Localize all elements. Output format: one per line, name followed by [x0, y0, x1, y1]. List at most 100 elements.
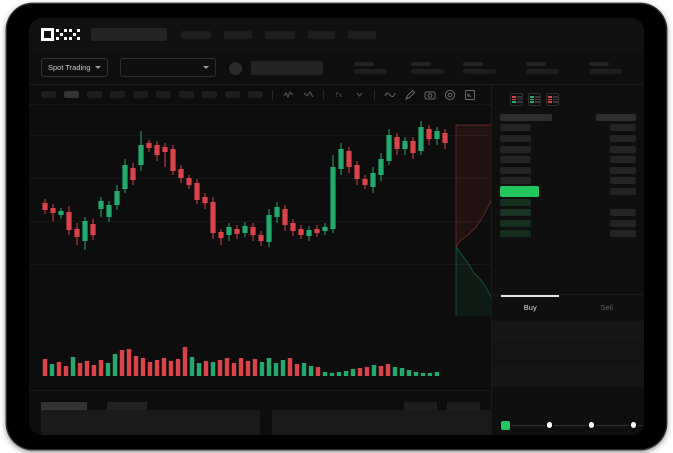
- logo-letter-x: [69, 29, 80, 40]
- orderbook-header-row: [500, 112, 636, 123]
- buy-sell-tab-bar: Buy Sell: [492, 294, 644, 320]
- nav-link-3[interactable]: [265, 30, 295, 39]
- tablet-device-frame: Spot Trading: [7, 4, 666, 449]
- nav-link-1[interactable]: [181, 30, 211, 39]
- ticker-stat: [354, 62, 387, 74]
- timeframe-button[interactable]: [179, 91, 194, 98]
- orderbook-ask-row[interactable]: [500, 133, 636, 144]
- stepper-step[interactable]: [546, 422, 552, 428]
- buy-tab-underline: [501, 295, 559, 297]
- toolbar-divider: [272, 89, 273, 100]
- ticker-stat: [411, 62, 444, 74]
- sell-tab-label: Sell: [600, 303, 613, 312]
- stepper-track: [506, 424, 644, 426]
- orderbook-current-price-row[interactable]: [500, 185, 636, 197]
- logo-letter-o: [41, 28, 54, 41]
- candlestick-chart[interactable]: [29, 105, 491, 316]
- camera-icon[interactable]: [424, 89, 436, 101]
- orderbook-layout-toggles: [492, 85, 644, 112]
- pencil-icon[interactable]: [404, 89, 416, 101]
- global-search-input[interactable]: [91, 28, 167, 41]
- stepper-step[interactable]: [588, 422, 594, 428]
- ticker-stats: [354, 62, 444, 74]
- ticker-stat: [589, 62, 622, 74]
- timeframe-button[interactable]: [202, 91, 217, 98]
- orderbook-bid-row[interactable]: [500, 218, 636, 229]
- timeframe-button[interactable]: [225, 91, 240, 98]
- timeframe-button[interactable]: [110, 91, 125, 98]
- orderbook-bid-row[interactable]: [500, 197, 636, 208]
- nav-links: [181, 30, 376, 39]
- timeframe-button[interactable]: [41, 91, 56, 98]
- orderbook-both-icon[interactable]: [510, 93, 523, 106]
- nav-link-2[interactable]: [224, 30, 252, 39]
- svg-text:fx: fx: [335, 92, 343, 99]
- orders-tab-active[interactable]: [41, 402, 87, 411]
- toolbar-divider: [323, 89, 324, 100]
- orderbook-bid-row[interactable]: [500, 229, 636, 240]
- sub-navigation-bar: Spot Trading: [29, 51, 644, 85]
- area-chart-icon[interactable]: [302, 89, 314, 101]
- pair-name-placeholder: [251, 61, 323, 75]
- orderbook-bid-row[interactable]: [500, 207, 636, 218]
- orderbook-bids-icon[interactable]: [528, 93, 541, 106]
- settings-icon[interactable]: [444, 89, 456, 101]
- order-form-field[interactable]: [492, 321, 644, 343]
- trading-pair-select[interactable]: [119, 58, 216, 77]
- market-depth-overlay: [455, 124, 491, 316]
- stepper-step[interactable]: [630, 422, 636, 428]
- candlestick-series: [42, 121, 448, 250]
- orderbook-asks-icon[interactable]: [546, 93, 559, 106]
- app-screen: Spot Trading: [29, 18, 644, 435]
- orders-tab[interactable]: [107, 402, 148, 411]
- tab-sell[interactable]: Sell: [569, 295, 645, 320]
- tab-buy[interactable]: Buy: [492, 295, 569, 320]
- orderbook-ask-row[interactable]: [500, 176, 636, 187]
- stepper-step-active[interactable]: [501, 420, 510, 430]
- chevron-down-icon[interactable]: [353, 89, 365, 101]
- chart-gridline: [29, 221, 491, 222]
- nav-link-5[interactable]: [348, 30, 376, 39]
- trading-mode-select[interactable]: Spot Trading: [41, 58, 108, 77]
- order-form: [492, 321, 644, 387]
- chevron-down-icon: [94, 66, 101, 69]
- volume-histogram: [42, 347, 440, 376]
- line-chart-icon[interactable]: [282, 89, 294, 101]
- trading-mode-label: Spot Trading: [48, 63, 91, 72]
- bottom-panel[interactable]: [272, 410, 491, 435]
- orders-action-button[interactable]: [447, 402, 480, 411]
- market-ticker: [229, 51, 444, 85]
- orderbook-ask-row[interactable]: [500, 144, 636, 155]
- amount-slider-stepper[interactable]: [492, 415, 644, 435]
- orderbook-ask-row[interactable]: [500, 123, 636, 134]
- orderbook-ask-row[interactable]: [500, 165, 636, 176]
- order-form-field[interactable]: [492, 343, 644, 365]
- fullscreen-icon[interactable]: [464, 89, 476, 101]
- orders-action-button[interactable]: [404, 402, 437, 411]
- wave-chart-icon[interactable]: [384, 89, 396, 101]
- indicator-icon[interactable]: fx: [333, 89, 345, 101]
- ticker-secondary-stats: [463, 51, 622, 85]
- orderbook-panel: Buy Sell: [491, 85, 644, 435]
- chevron-down-icon: [202, 66, 209, 69]
- ticker-stat: [526, 62, 559, 74]
- bottom-panels: [41, 410, 491, 435]
- timeframe-button[interactable]: [248, 91, 263, 98]
- timeframe-button-active[interactable]: [64, 91, 79, 98]
- timeframe-button[interactable]: [133, 91, 148, 98]
- bottom-panel[interactable]: [41, 410, 260, 435]
- ticker-stat: [463, 62, 496, 74]
- timeframe-button[interactable]: [156, 91, 171, 98]
- pair-avatar: [229, 61, 242, 75]
- chart-gridline: [29, 178, 491, 179]
- orderbook-rows: [492, 112, 644, 239]
- timeframe-button[interactable]: [87, 91, 102, 98]
- toolbar-divider: [374, 89, 375, 100]
- nav-link-4[interactable]: [308, 30, 335, 39]
- logo-letter-k: [56, 29, 67, 40]
- chart-toolbar: fx: [29, 85, 491, 105]
- orderbook-ask-row[interactable]: [500, 154, 636, 165]
- buy-tab-label: Buy: [523, 303, 537, 312]
- order-form-field[interactable]: [492, 365, 644, 387]
- okx-logo[interactable]: [41, 28, 80, 41]
